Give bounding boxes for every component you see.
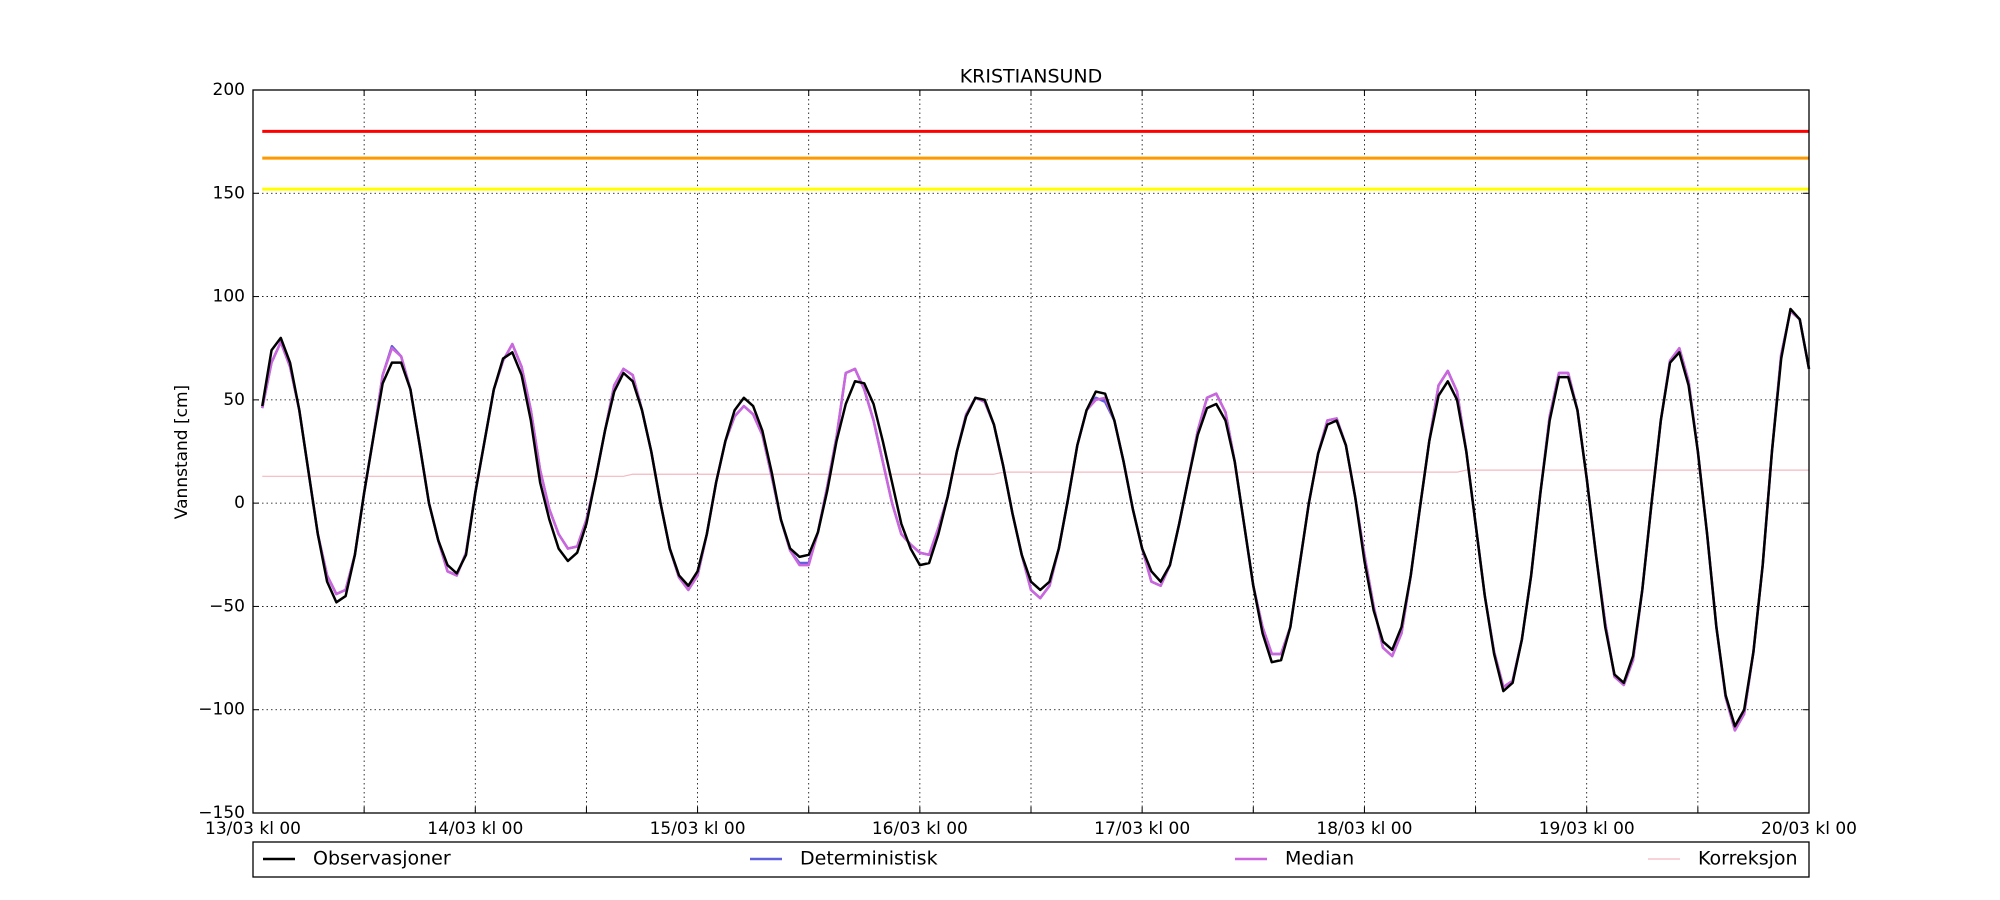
y-tick-label: 200 (213, 80, 245, 100)
x-tick-label: 17/03 kl 00 (1094, 819, 1190, 839)
y-tick-label: −100 (198, 700, 245, 720)
y-tick-label: 100 (213, 287, 245, 307)
series-line (261, 309, 1811, 732)
legend-items: Observasjoner Deterministisk Median Korreks… (263, 848, 1798, 870)
y-tick-label: 50 (223, 390, 245, 410)
legend (252, 841, 1810, 878)
x-tick-label: 20/03 kl 00 (1761, 819, 1857, 839)
y-tick-label: −150 (198, 803, 245, 823)
y-tick-label: 150 (213, 183, 245, 203)
x-tick-label: 16/03 kl 00 (872, 819, 968, 839)
x-tick-label: 15/03 kl 00 (650, 819, 746, 839)
x-tick-label: 19/03 kl 00 (1539, 819, 1635, 839)
plot-area (261, 129, 1811, 732)
y-axis-label: Vannstand [cm] (172, 385, 192, 519)
x-tick-label: 18/03 kl 00 (1316, 819, 1412, 839)
grid: −150 −100 −50 0 50 100 150 200 13/03 kl 00 14/03 … (198, 80, 1857, 839)
plot-frame (252, 89, 1810, 814)
legend-label: Median (1285, 848, 1354, 870)
chart-title: KRISTIANSUND (960, 66, 1103, 88)
series-line (261, 307, 1811, 728)
x-tick-label: 13/03 kl 00 (205, 819, 301, 839)
y-tick-label: −50 (209, 596, 245, 616)
y-tick-label: 0 (234, 493, 245, 513)
series-line (262, 469, 1809, 477)
series-line (261, 309, 1811, 732)
legend-label: Korreksjon (1698, 848, 1798, 870)
x-tick-label: 14/03 kl 00 (427, 819, 523, 839)
legend-label: Deterministisk (800, 848, 938, 870)
legend-label: Observasjoner (313, 848, 451, 870)
